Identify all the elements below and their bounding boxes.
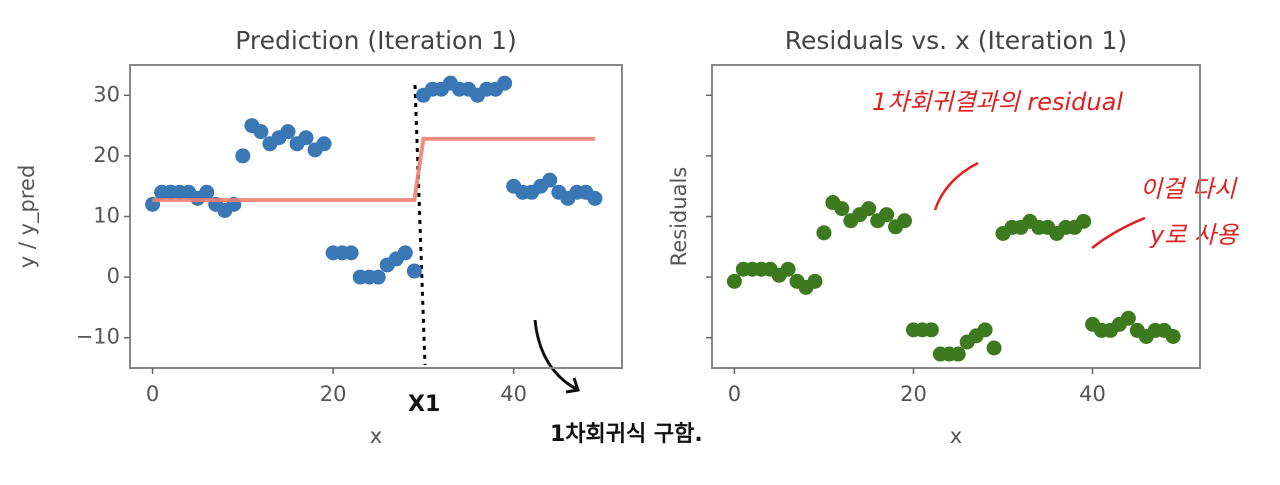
point — [897, 213, 913, 229]
annotation: 이걸 다시 — [1140, 175, 1238, 203]
y-tick-label: −10 — [76, 325, 120, 349]
point — [316, 136, 332, 152]
point — [986, 340, 1002, 356]
point — [235, 148, 251, 164]
annotation: X1 — [408, 392, 440, 417]
point — [542, 172, 558, 188]
y-tick-label: 0 — [107, 264, 120, 288]
point — [343, 245, 359, 261]
point — [199, 184, 215, 200]
arrow-head — [565, 377, 580, 394]
split-line — [413, 84, 427, 366]
point — [280, 124, 296, 140]
annotation: 1차회귀식 구함. — [550, 422, 703, 447]
point — [950, 346, 966, 362]
point — [497, 75, 513, 91]
prediction-line — [152, 136, 595, 203]
point — [726, 273, 742, 289]
point — [923, 322, 939, 338]
point — [834, 201, 850, 217]
y-axis-label: Residuals — [667, 167, 691, 267]
point — [1165, 328, 1181, 344]
chart-title: Prediction (Iteration 1) — [235, 26, 517, 55]
point — [780, 261, 796, 277]
point — [816, 225, 832, 241]
annotation: y로 사용 — [1149, 221, 1240, 249]
x-tick-label: 40 — [1079, 382, 1106, 406]
point — [861, 201, 877, 217]
point — [977, 322, 993, 338]
x-tick-label: 20 — [900, 382, 927, 406]
point — [879, 207, 895, 223]
annotation: 1차회귀결과의 residual — [872, 88, 1123, 116]
x-axis-label: x — [370, 424, 382, 448]
y-axis-label: y / y_pred — [15, 165, 40, 269]
point — [298, 130, 314, 146]
point — [253, 124, 269, 140]
point — [406, 263, 422, 279]
plot-frame — [129, 64, 623, 369]
x-tick-label: 20 — [320, 382, 347, 406]
point — [1076, 213, 1092, 229]
chart-title: Residuals vs. x (Iteration 1) — [785, 26, 1127, 55]
arrow — [933, 161, 979, 211]
point — [370, 269, 386, 285]
arrow — [533, 319, 579, 392]
x-tick-label: 40 — [500, 382, 527, 406]
x-tick-label: 0 — [728, 382, 741, 406]
point — [587, 190, 603, 206]
y-tick-label: 30 — [93, 82, 120, 106]
point — [807, 273, 823, 289]
point — [1120, 310, 1136, 326]
x-tick-label: 0 — [146, 382, 159, 406]
point — [397, 245, 413, 261]
arrow — [1091, 216, 1146, 249]
x-axis-label: x — [950, 424, 962, 448]
y-tick-label: 10 — [93, 204, 120, 228]
y-tick-label: 20 — [93, 143, 120, 167]
